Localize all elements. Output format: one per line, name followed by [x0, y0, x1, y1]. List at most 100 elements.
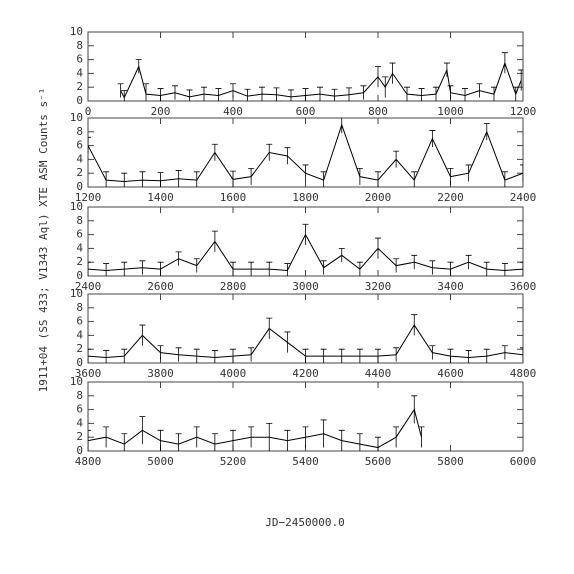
error-bar	[338, 429, 345, 451]
error-bar	[175, 170, 182, 187]
error-bar	[288, 89, 294, 101]
error-bar	[356, 261, 363, 276]
error-bar	[520, 261, 523, 276]
error-bar	[501, 263, 508, 276]
error-bar	[356, 348, 363, 363]
error-bar	[447, 261, 454, 276]
error-bar	[411, 395, 418, 424]
error-bar	[121, 433, 128, 451]
error-bar	[211, 350, 218, 363]
error-bar	[346, 87, 352, 101]
error-bar	[266, 423, 273, 451]
error-bar	[230, 83, 236, 98]
error-bar	[360, 85, 367, 100]
error-bar	[375, 348, 381, 363]
error-bar	[483, 261, 490, 276]
error-bar	[404, 86, 410, 101]
error-bar	[157, 429, 164, 451]
error-bar	[103, 171, 110, 187]
x-tick-label: 3600	[75, 367, 102, 380]
error-bar	[248, 167, 255, 185]
error-bar	[121, 90, 128, 101]
error-bar	[317, 86, 323, 101]
data-group	[88, 314, 523, 363]
error-bar	[411, 314, 418, 336]
error-bar	[393, 426, 400, 448]
error-bar	[103, 263, 110, 276]
error-bar	[248, 261, 255, 276]
x-tick-label: 5600	[365, 455, 392, 468]
error-bar	[175, 433, 182, 451]
error-bar	[175, 251, 182, 266]
y-tick-label: 10	[70, 287, 83, 300]
error-bar	[501, 345, 508, 360]
error-bar	[139, 171, 146, 187]
x-tick-label: 4000	[220, 367, 247, 380]
error-bar	[501, 171, 508, 187]
error-bar	[518, 69, 523, 91]
y-tick-label: 2	[76, 255, 83, 268]
error-bar	[211, 433, 218, 451]
error-bar	[520, 164, 523, 182]
error-bar	[230, 348, 236, 363]
y-tick-label: 4	[76, 328, 83, 341]
data-line	[88, 408, 422, 449]
error-bar	[244, 88, 251, 101]
error-bar	[433, 86, 439, 101]
error-bar	[172, 85, 178, 100]
error-bar	[193, 171, 200, 187]
y-tick-label: 2	[76, 430, 83, 443]
y-tick-label: 0	[76, 180, 83, 193]
y-tick-label: 8	[76, 214, 83, 227]
x-tick-label: 1200	[510, 105, 537, 118]
y-tick-label: 6	[76, 403, 83, 416]
y-tick-label: 6	[76, 139, 83, 152]
error-bar	[429, 345, 436, 360]
error-bar	[429, 130, 436, 147]
error-bar	[157, 172, 164, 187]
error-bar	[375, 66, 381, 88]
error-bar	[284, 429, 291, 451]
error-bar	[103, 350, 110, 363]
x-tick-label: 2400	[510, 191, 537, 204]
error-bar	[302, 223, 309, 245]
y-tick-label: 0	[76, 94, 83, 107]
error-bar	[302, 348, 309, 363]
error-bar	[139, 260, 146, 275]
data-group	[88, 223, 523, 276]
error-bar	[483, 348, 490, 363]
error-bar	[266, 261, 273, 276]
error-bar	[103, 426, 110, 448]
error-bar	[302, 164, 309, 182]
error-bar	[211, 143, 218, 161]
error-bar	[429, 260, 436, 275]
x-tick-label: 2200	[437, 191, 464, 204]
error-bar	[186, 89, 193, 101]
data-group	[88, 395, 425, 451]
x-tick-label: 1000	[437, 105, 464, 118]
y-tick-label: 4	[76, 66, 83, 79]
x-tick-label: 400	[223, 105, 243, 118]
y-tick-label: 8	[76, 301, 83, 314]
x-tick-label: 5800	[437, 455, 464, 468]
y-tick-label: 6	[76, 315, 83, 328]
error-bar	[447, 167, 454, 185]
x-tick-label: 3400	[437, 280, 464, 293]
error-bar	[393, 150, 400, 168]
y-tick-label: 2	[76, 80, 83, 93]
error-bar	[338, 248, 345, 263]
y-tick-label: 8	[76, 39, 83, 52]
error-bar	[320, 419, 327, 448]
y-tick-label: 2	[76, 342, 83, 355]
error-bar	[248, 347, 255, 362]
error-bar	[338, 348, 345, 363]
y-tick-label: 0	[76, 269, 83, 282]
error-bar	[447, 348, 454, 363]
y-tick-label: 8	[76, 125, 83, 138]
x-tick-label: 200	[151, 105, 171, 118]
error-bar	[465, 254, 472, 270]
error-bar	[139, 416, 146, 445]
error-bar	[266, 317, 273, 339]
x-tick-label: 600	[296, 105, 316, 118]
y-tick-label: 10	[70, 111, 83, 124]
